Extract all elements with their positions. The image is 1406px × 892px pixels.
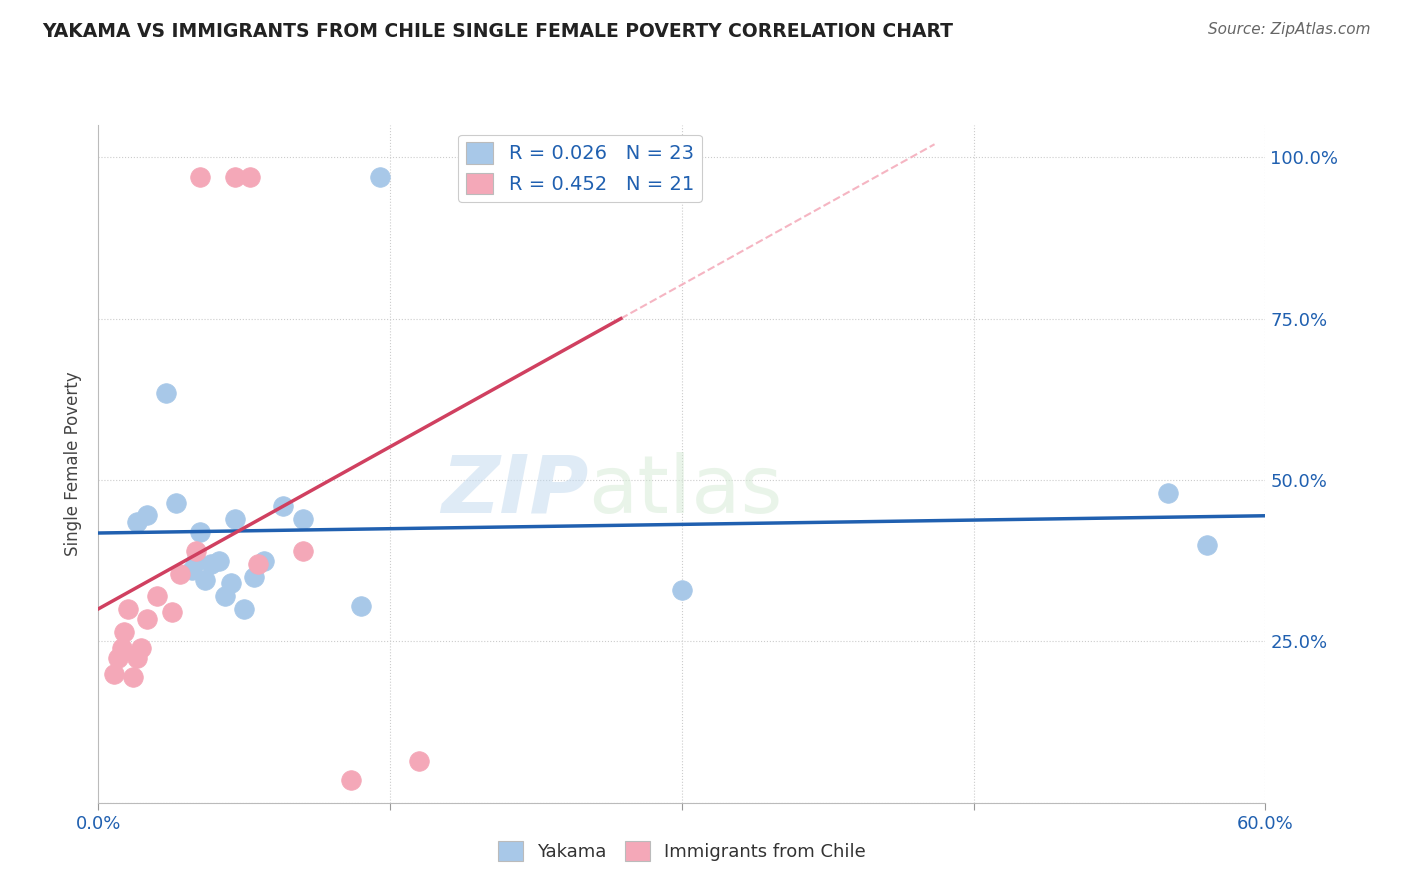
- Point: [194, 573, 217, 587]
- Point: [219, 576, 242, 591]
- Point: [129, 640, 152, 655]
- Point: [165, 495, 187, 509]
- Y-axis label: Single Female Poverty: Single Female Poverty: [65, 372, 83, 556]
- Point: [169, 566, 191, 581]
- Point: [214, 589, 236, 603]
- Point: [184, 554, 207, 568]
- Point: [146, 589, 169, 603]
- Point: [350, 599, 373, 613]
- Point: [117, 602, 139, 616]
- Legend: Yakama, Immigrants from Chile: Yakama, Immigrants from Chile: [491, 834, 873, 868]
- Text: Source: ZipAtlas.com: Source: ZipAtlas.com: [1208, 22, 1371, 37]
- Point: [184, 544, 207, 558]
- Point: [127, 650, 149, 665]
- Point: [246, 557, 269, 571]
- Point: [1157, 486, 1180, 500]
- Point: [155, 385, 177, 400]
- Point: [127, 515, 149, 529]
- Point: [408, 754, 430, 768]
- Point: [291, 544, 314, 558]
- Point: [208, 554, 231, 568]
- Point: [122, 670, 145, 684]
- Point: [671, 582, 693, 597]
- Point: [107, 650, 129, 665]
- Point: [271, 499, 294, 513]
- Point: [188, 169, 211, 184]
- Point: [243, 570, 266, 584]
- Point: [136, 612, 159, 626]
- Point: [224, 169, 246, 184]
- Text: YAKAMA VS IMMIGRANTS FROM CHILE SINGLE FEMALE POVERTY CORRELATION CHART: YAKAMA VS IMMIGRANTS FROM CHILE SINGLE F…: [42, 22, 953, 41]
- Text: ZIP: ZIP: [441, 452, 589, 530]
- Point: [103, 666, 125, 681]
- Point: [111, 640, 134, 655]
- Point: [370, 169, 392, 184]
- Point: [291, 512, 314, 526]
- Point: [340, 773, 363, 788]
- Point: [457, 169, 479, 184]
- Point: [136, 508, 159, 523]
- Text: atlas: atlas: [589, 452, 783, 530]
- Point: [224, 512, 246, 526]
- Point: [1195, 537, 1218, 551]
- Point: [162, 605, 184, 619]
- Point: [188, 524, 211, 539]
- Point: [253, 554, 276, 568]
- Point: [200, 557, 222, 571]
- Point: [112, 624, 135, 639]
- Point: [233, 602, 256, 616]
- Point: [180, 563, 202, 577]
- Point: [239, 169, 262, 184]
